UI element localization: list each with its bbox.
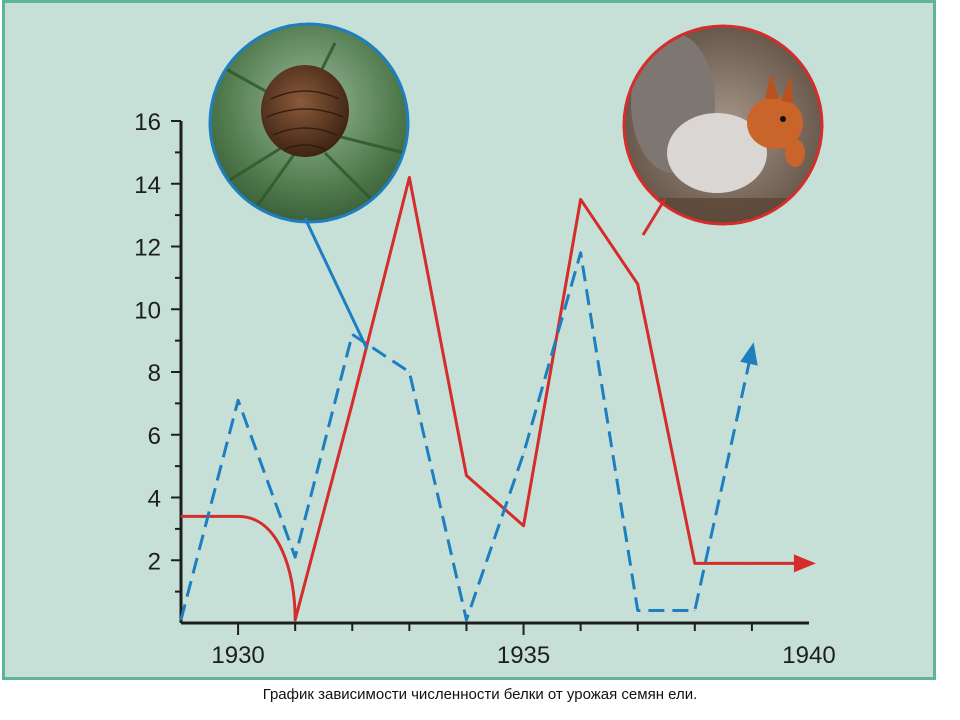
x-tick-label: 1940 xyxy=(782,642,835,669)
squirrel-illustration xyxy=(622,24,824,226)
series-line-spruce-cone xyxy=(179,251,754,622)
data-point xyxy=(408,176,410,178)
x-tick-label: 1935 xyxy=(497,642,550,669)
data-point xyxy=(637,609,639,611)
series-layer xyxy=(179,175,816,622)
y-tick-label: 2 xyxy=(148,548,161,575)
series-arrowhead xyxy=(793,554,816,573)
data-point xyxy=(351,333,353,335)
axes xyxy=(171,120,809,635)
data-point xyxy=(294,619,296,621)
y-tick-label: 10 xyxy=(134,297,161,324)
y-tick-label: 14 xyxy=(134,172,161,199)
data-point xyxy=(694,562,696,564)
y-tick-label: 6 xyxy=(148,423,161,450)
spruce-cone-illustration xyxy=(208,22,410,224)
data-point xyxy=(523,525,525,527)
y-tick-label: 12 xyxy=(134,235,161,262)
chart-panel: 2 4 6 8 10 12 14 16 1930 1935 1940 xyxy=(2,0,936,680)
data-point xyxy=(408,371,410,373)
series-line-squirrel xyxy=(181,175,752,622)
y-tick-label: 4 xyxy=(148,486,161,513)
data-point xyxy=(237,399,239,401)
data-point xyxy=(180,515,182,517)
tick-labels: 2 4 6 8 10 12 14 16 1930 1935 1940 xyxy=(134,109,835,669)
cone-connector xyxy=(303,217,369,350)
data-point xyxy=(180,619,182,621)
squirrel-connector xyxy=(641,198,667,236)
chart-caption: График зависимости численности белки от … xyxy=(262,686,698,703)
data-point xyxy=(637,283,639,285)
data-point xyxy=(294,556,296,558)
series-arrowhead xyxy=(740,342,758,366)
y-tick-label: 16 xyxy=(134,109,161,136)
y-tick-label: 8 xyxy=(148,360,161,387)
data-point xyxy=(523,453,525,455)
data-point xyxy=(580,252,582,254)
data-point xyxy=(237,515,239,517)
data-point xyxy=(465,619,467,621)
data-point xyxy=(465,475,467,477)
x-tick-label: 1930 xyxy=(211,642,264,669)
line-chart: 2 4 6 8 10 12 14 16 1930 1935 1940 xyxy=(134,22,836,669)
data-point xyxy=(351,402,353,404)
data-point xyxy=(694,609,696,611)
data-point xyxy=(580,198,582,200)
